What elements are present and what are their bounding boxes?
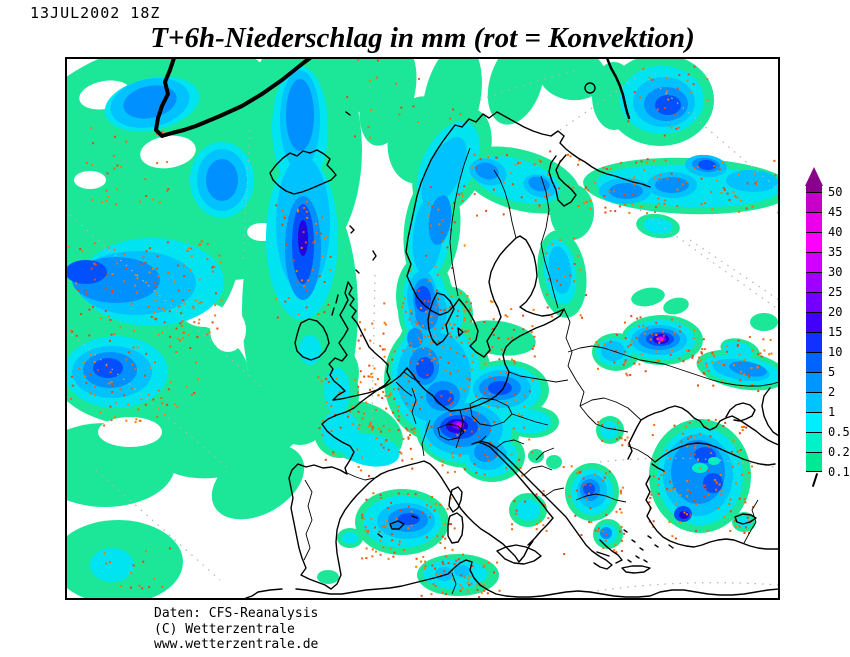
coast-caspian <box>761 387 778 437</box>
legend-label: 10 <box>828 345 843 359</box>
island-cyprus <box>734 513 757 525</box>
coast-iceland <box>269 149 337 195</box>
legend-label: 50 <box>828 185 843 199</box>
legend-segment <box>806 232 822 252</box>
island-jan-mayen <box>345 111 351 116</box>
legend-segment <box>806 412 822 432</box>
coast-novaya-zemlya <box>606 59 631 120</box>
footer-data-source: Daten: CFS-Reanalysis <box>154 606 319 621</box>
map-title: T+6h-Niederschlag in mm (rot = Konvektio… <box>150 22 695 54</box>
legend-segment <box>806 432 822 452</box>
coast-russia-north <box>496 111 651 188</box>
footer-copyright: (C) Wetterzentrale <box>154 621 295 637</box>
coast-denmark <box>427 292 464 346</box>
coast-blacksea <box>627 402 778 460</box>
coastlines <box>154 59 778 598</box>
footer-credits: Daten: CFS-Reanalysis (C) Wetterzentrale… <box>154 606 318 653</box>
legend-label: 0.2 <box>828 445 850 459</box>
legend-arrow-cap <box>806 186 822 192</box>
legend-segment <box>806 392 822 412</box>
legend-segment <box>806 292 822 312</box>
legend-label: 25 <box>828 285 843 299</box>
coast-westeurope-iberia-italy <box>288 367 554 590</box>
legend-label: 35 <box>828 245 843 259</box>
island-faroe <box>349 225 355 234</box>
island-crete <box>621 565 651 574</box>
coast-adriatic-greece <box>479 440 623 570</box>
legend-segment <box>806 452 822 472</box>
legend-segment <box>806 272 822 292</box>
coast-north-africa <box>245 559 778 598</box>
island-shetland <box>372 250 377 261</box>
run-datetime: 13JUL2002 18Z <box>30 4 161 22</box>
legend-label: 5 <box>828 365 836 379</box>
legend-label: 1 <box>828 405 836 419</box>
graticule <box>67 69 778 593</box>
coast-ireland <box>294 318 330 361</box>
legend-label: 2 <box>828 385 836 399</box>
footer-website: www.wetterzentrale.de <box>154 637 319 652</box>
island-hebrides <box>331 269 360 316</box>
legend-segment <box>806 252 822 272</box>
convection-stipple <box>67 59 778 598</box>
legend-label: 15 <box>828 325 843 339</box>
island-sicily <box>496 544 542 565</box>
legend-segment <box>806 192 822 212</box>
coast-turkey <box>645 442 778 550</box>
coast-norway <box>405 111 498 316</box>
legend-label: 20 <box>828 305 843 319</box>
island-sardinia <box>447 512 464 544</box>
legend-segment <box>806 352 822 372</box>
legend-label: 40 <box>828 225 843 239</box>
legend-overflow-arrow <box>805 167 823 186</box>
legend-segment <box>806 212 822 232</box>
legend-label: 45 <box>828 205 843 219</box>
legend-label: 30 <box>828 265 843 279</box>
legend-label: 0.1 <box>828 465 850 479</box>
country-borders <box>303 147 778 595</box>
legend-segment <box>806 332 822 352</box>
legend-label: 0.5 <box>828 425 850 439</box>
coast-britain <box>328 281 391 401</box>
legend-segment <box>806 372 822 392</box>
islands-aegean <box>623 529 674 563</box>
island-kolguyev <box>584 82 596 94</box>
island-corsica <box>448 486 463 513</box>
legend-segment <box>806 312 822 332</box>
coast-greenland <box>154 59 312 138</box>
coast-whitesea <box>548 154 577 207</box>
coast-baltic <box>431 235 565 412</box>
islands-balearic <box>377 515 418 538</box>
precipitation-scale-legend: 50 45 40 35 30 25 20 15 10 5 2 1 0.5 0.2 0.1 <box>805 167 850 487</box>
